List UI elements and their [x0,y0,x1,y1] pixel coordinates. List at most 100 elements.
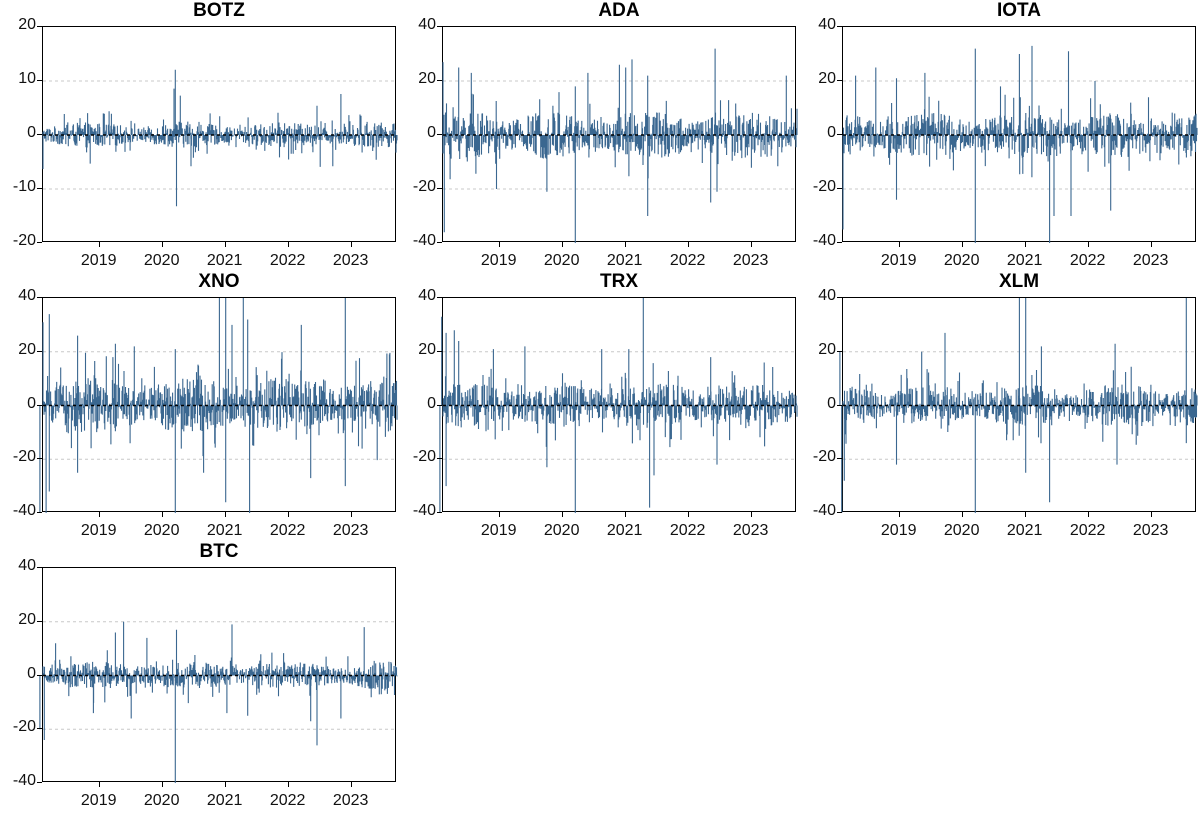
x-tick-mark [961,242,963,247]
y-tick-mark [437,80,442,81]
y-tick-label: -10 [12,178,36,195]
x-tick-mark [1087,242,1089,247]
y-tick-mark [37,728,42,730]
y-tick-label: -20 [812,178,836,195]
x-tick-label: 2019 [880,522,917,539]
y-tick-label: 40 [418,287,436,304]
series-line [42,69,398,207]
y-tick-label: 0 [827,124,836,141]
subplot-title: BTC [199,541,239,562]
plot-area [439,297,798,513]
x-tick-label: 2019 [480,252,517,269]
y-tick-mark [437,134,442,135]
y-tick-label: -40 [812,232,836,249]
x-tick-label: 2023 [732,252,769,269]
x-tick-mark [498,512,500,517]
x-tick-mark [624,242,626,247]
y-tick-mark [437,26,442,27]
x-tick-mark [287,782,289,787]
subplot-title: ADA [598,0,640,21]
y-tick-mark [437,512,442,513]
x-tick-label: 2023 [332,522,369,539]
x-tick-mark [898,512,900,517]
x-tick-label: 2021 [606,522,643,539]
series-line [39,298,398,513]
x-tick-label: 2020 [543,252,580,269]
y-tick-mark [37,80,42,81]
y-tick-mark [837,26,842,27]
y-tick-label: 10 [18,70,36,87]
y-tick-label: 40 [818,16,836,33]
x-tick-mark [961,512,963,517]
x-tick-label: 2019 [80,522,117,539]
x-tick-label: 2022 [1069,522,1106,539]
y-tick-label: -20 [12,448,36,466]
x-tick-label: 2021 [1006,252,1043,269]
y-tick-mark [37,242,42,243]
y-tick-label: 20 [418,70,436,87]
y-tick-label: -20 [12,718,36,736]
y-tick-mark [37,567,42,568]
x-tick-mark [350,512,352,517]
y-tick-label: 0 [827,394,836,412]
plot-area [839,297,1198,513]
x-tick-label: 2021 [606,252,643,269]
y-tick-label: -20 [12,232,36,249]
x-tick-mark [224,782,226,787]
y-tick-label: 0 [27,664,36,682]
y-tick-mark [837,242,842,243]
x-tick-label: 2022 [269,252,306,269]
y-tick-mark [437,350,442,352]
x-tick-mark [224,242,226,247]
series-line [39,621,398,783]
y-tick-label: -40 [812,502,836,519]
y-tick-label: 40 [18,287,36,304]
y-tick-mark [37,458,42,460]
x-tick-mark [1024,242,1026,247]
y-tick-mark [837,188,842,189]
y-tick-label: 20 [818,340,836,358]
y-tick-mark [37,512,42,513]
x-tick-mark [624,512,626,517]
x-tick-label: 2023 [332,252,369,269]
x-tick-label: 2019 [880,252,917,269]
y-tick-label: 0 [27,124,36,141]
subplot-title: IOTA [997,0,1041,21]
series-line [439,298,798,513]
y-tick-mark [437,404,442,406]
x-tick-mark [561,242,563,247]
x-tick-mark [1150,242,1152,247]
y-tick-mark [37,26,42,27]
y-tick-label: 20 [18,340,36,358]
plot-area [42,26,398,242]
y-tick-label: 40 [18,557,36,574]
x-tick-mark [161,782,163,787]
x-tick-label: 2023 [732,522,769,539]
x-tick-label: 2023 [1132,252,1169,269]
y-tick-label: -20 [412,448,436,466]
subplot-title: BOTZ [193,0,245,21]
x-tick-mark [224,512,226,517]
y-tick-mark [37,782,42,783]
plot-area [842,26,1198,243]
y-tick-mark [37,297,42,298]
y-tick-mark [37,350,42,352]
plot-area [39,297,398,513]
y-tick-mark [437,458,442,460]
x-tick-mark [1087,512,1089,517]
x-tick-mark [750,242,752,247]
x-tick-label: 2020 [543,522,580,539]
y-tick-label: -40 [412,502,436,519]
x-tick-label: 2022 [669,522,706,539]
x-tick-mark [687,512,689,517]
x-tick-label: 2021 [206,252,243,269]
y-tick-mark [837,297,842,298]
y-tick-mark [837,512,842,513]
x-tick-label: 2021 [206,792,243,809]
subplot-title: XLM [998,271,1040,292]
y-tick-mark [37,134,42,135]
x-tick-mark [561,512,563,517]
x-tick-mark [98,242,100,247]
x-tick-label: 2019 [80,792,117,809]
x-tick-mark [287,242,289,247]
